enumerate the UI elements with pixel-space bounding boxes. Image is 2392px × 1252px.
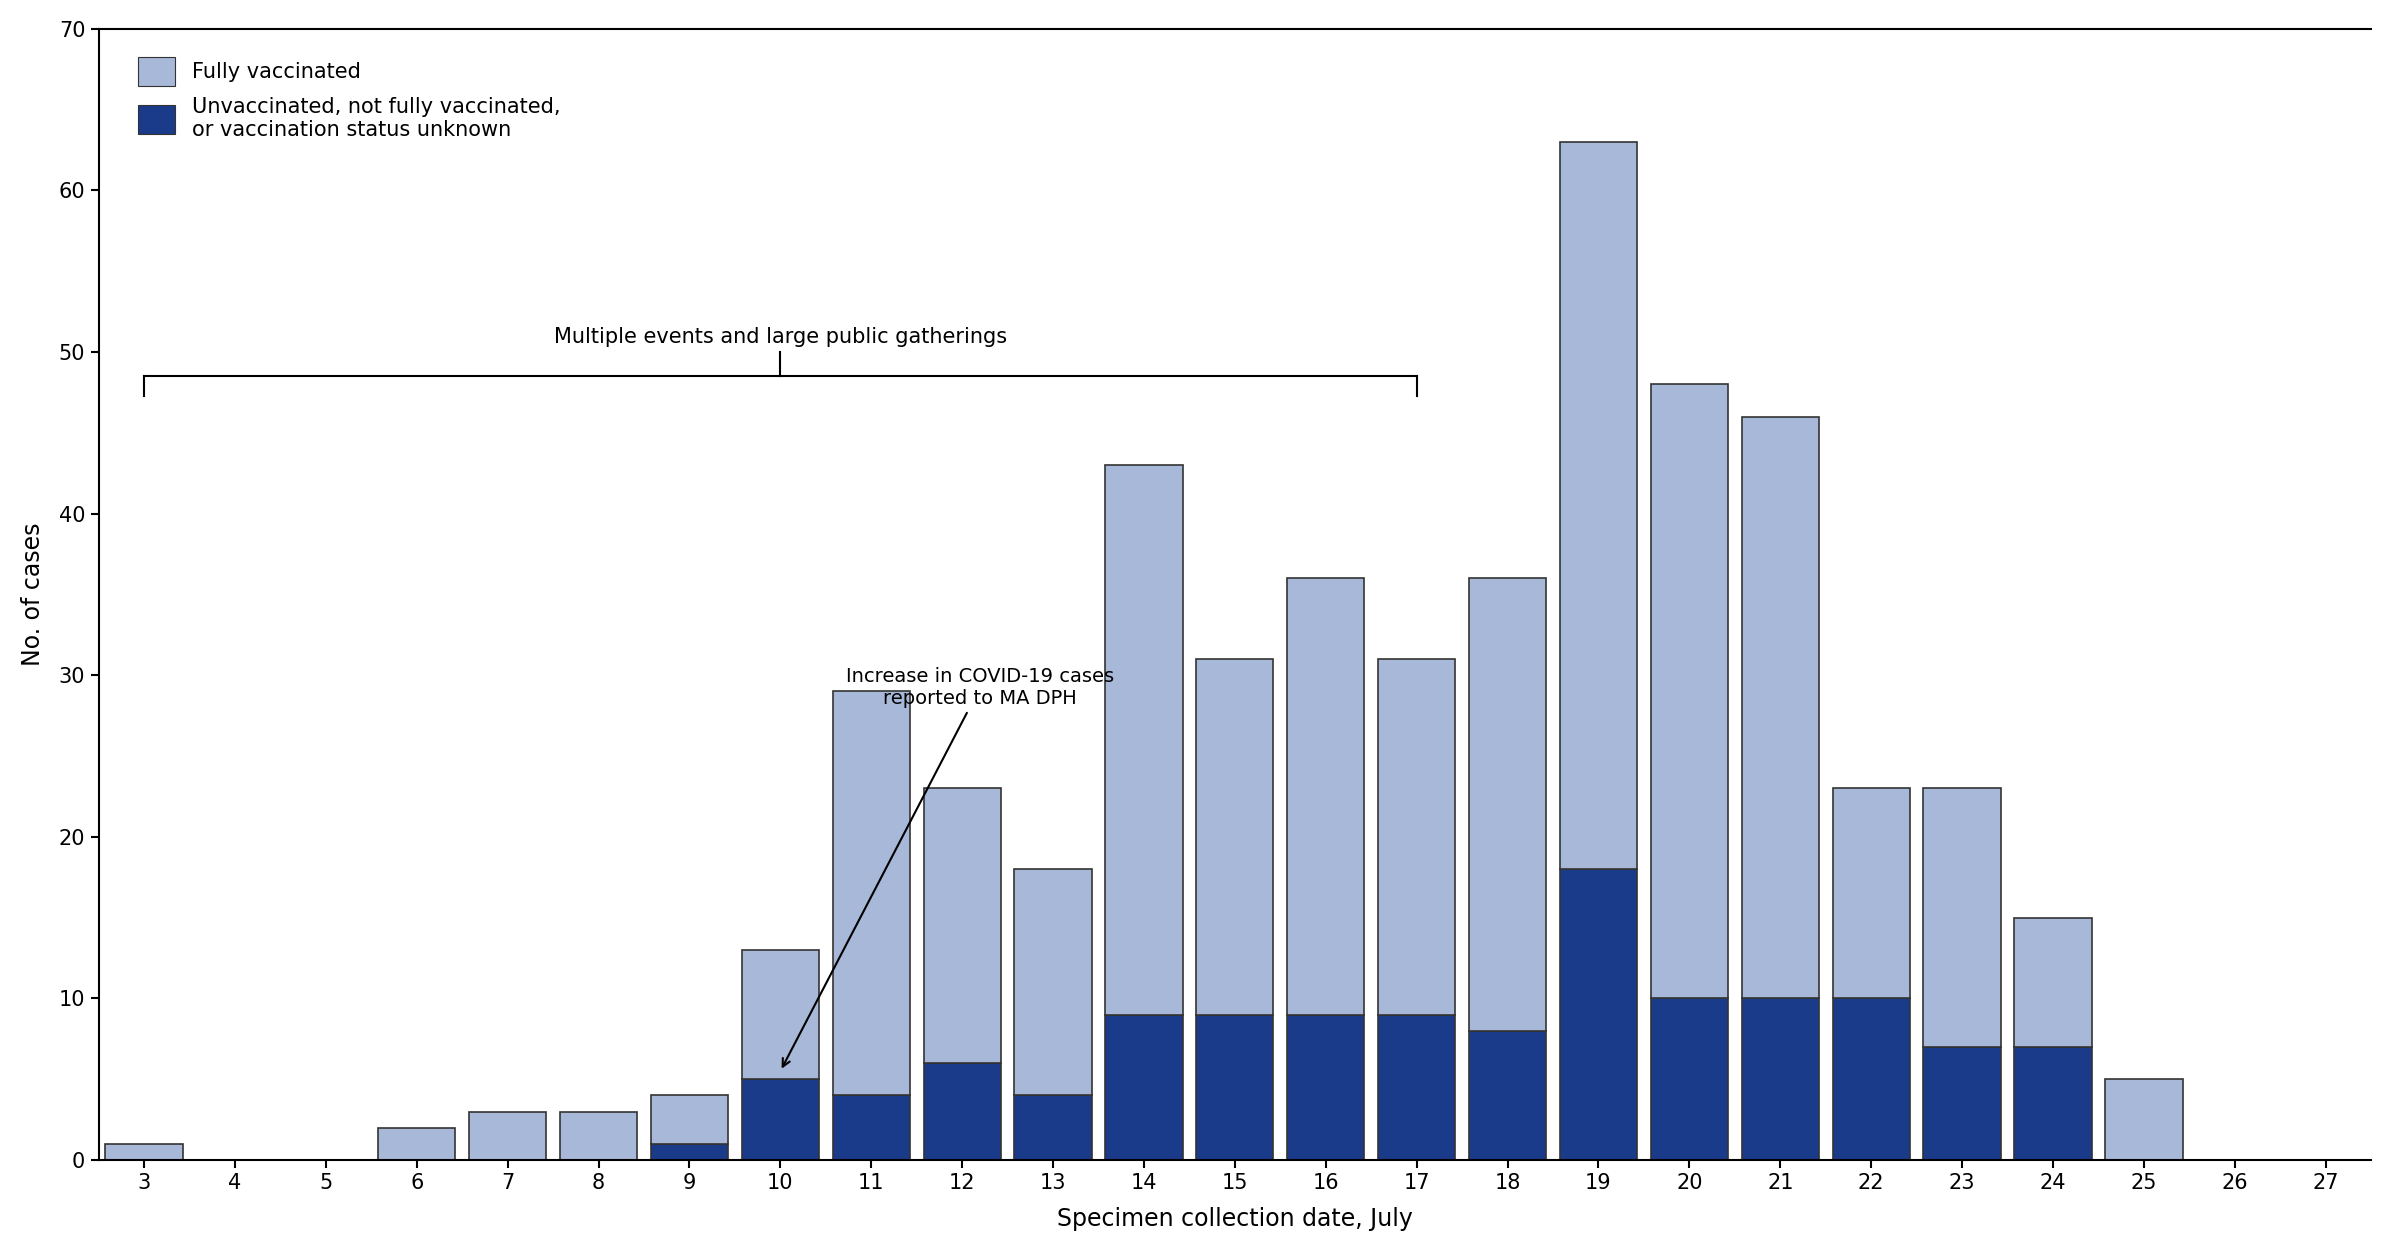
Bar <box>469 1112 545 1161</box>
Bar <box>1014 1096 1091 1161</box>
Bar <box>1469 1030 1545 1161</box>
Bar <box>560 1112 636 1161</box>
Bar <box>1560 141 1636 869</box>
Bar <box>1287 578 1363 1014</box>
Bar <box>1741 999 1818 1161</box>
Bar <box>832 1096 909 1161</box>
Bar <box>1105 466 1182 1014</box>
Bar <box>1469 578 1545 1030</box>
Bar <box>832 691 909 1096</box>
Bar <box>1560 869 1636 1161</box>
Bar <box>651 1144 727 1161</box>
Legend: Fully vaccinated, Unvaccinated, not fully vaccinated,
or vaccination status unkn: Fully vaccinated, Unvaccinated, not full… <box>132 50 567 146</box>
Bar <box>1650 384 1727 999</box>
Text: Multiple events and large public gatherings: Multiple events and large public gatheri… <box>555 327 1007 347</box>
Bar <box>651 1096 727 1144</box>
Bar <box>1923 1047 2000 1161</box>
Bar <box>1378 1014 1454 1161</box>
Y-axis label: No. of cases: No. of cases <box>22 522 45 666</box>
Text: Increase in COVID-19 cases
reported to MA DPH: Increase in COVID-19 cases reported to M… <box>782 666 1115 1067</box>
Bar <box>1014 869 1091 1096</box>
Bar <box>1105 1014 1182 1161</box>
Bar <box>378 1128 454 1161</box>
Bar <box>1832 789 1909 999</box>
Bar <box>1196 659 1273 1014</box>
Bar <box>923 789 1000 1063</box>
Bar <box>742 950 818 1079</box>
Bar <box>1287 1014 1363 1161</box>
Bar <box>2105 1079 2182 1161</box>
Bar <box>1741 417 1818 999</box>
Bar <box>1832 999 1909 1161</box>
Bar <box>1378 659 1454 1014</box>
Bar <box>923 1063 1000 1161</box>
Bar <box>1196 1014 1273 1161</box>
Bar <box>742 1079 818 1161</box>
X-axis label: Specimen collection date, July: Specimen collection date, July <box>1057 1207 1414 1231</box>
Bar <box>1650 999 1727 1161</box>
Bar <box>2014 918 2091 1047</box>
Bar <box>1923 789 2000 1047</box>
Bar <box>105 1144 182 1161</box>
Bar <box>2014 1047 2091 1161</box>
